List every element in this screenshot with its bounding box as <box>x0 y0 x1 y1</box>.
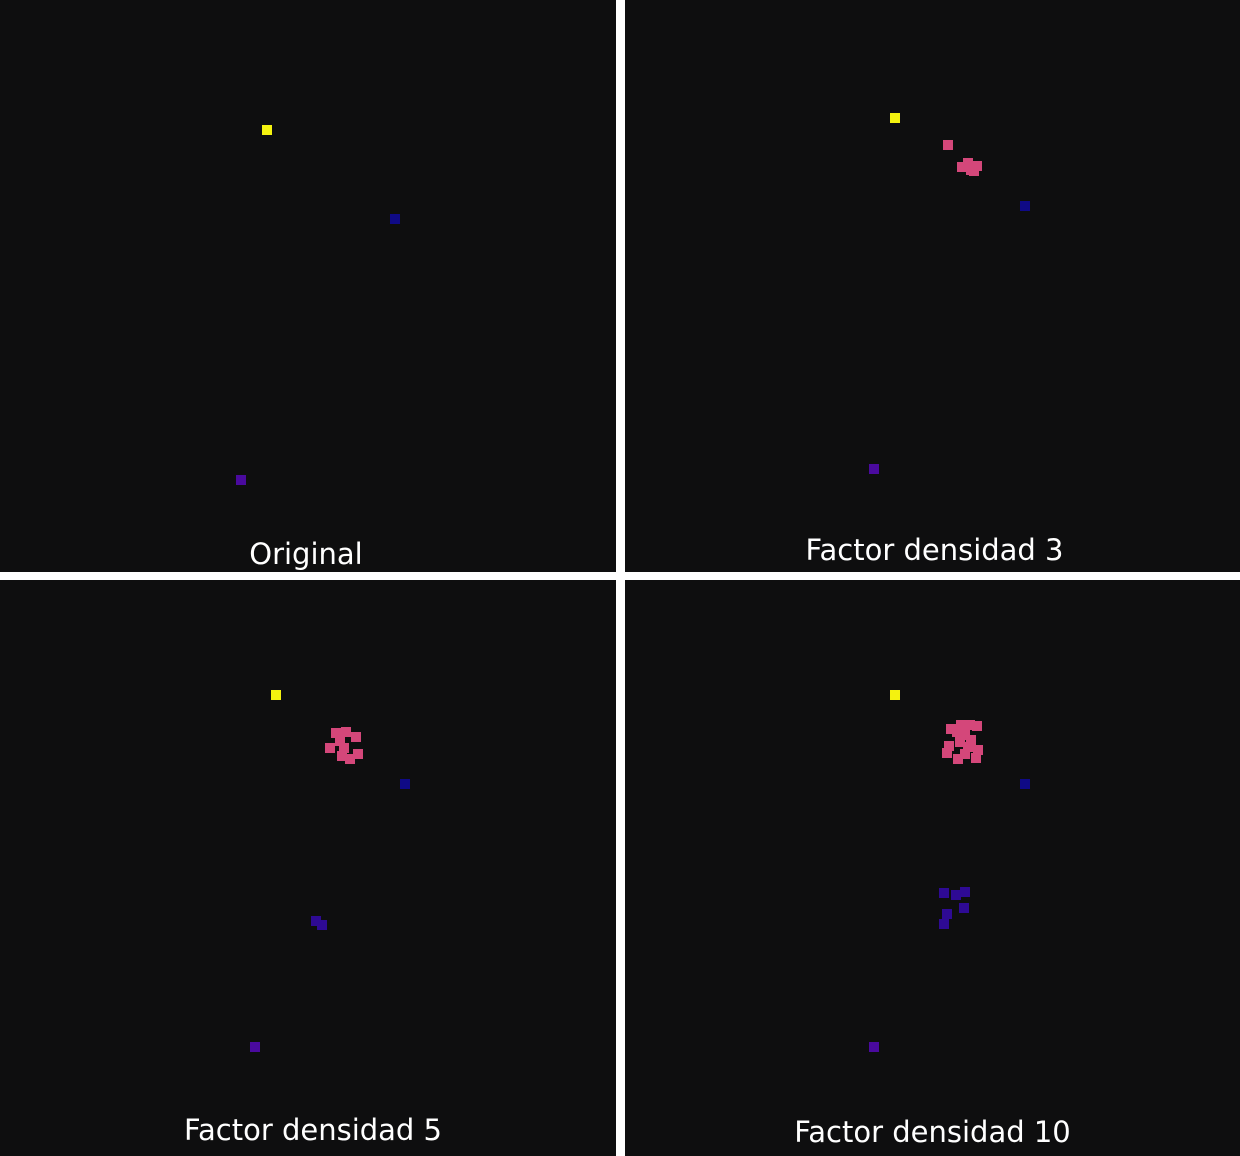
scatter-point <box>311 916 321 926</box>
scatter-point <box>966 735 976 745</box>
scatter-plot-area <box>250 690 410 1052</box>
scatter-panel-original: Original <box>0 0 616 572</box>
scatter-point <box>339 743 349 753</box>
scatter-point <box>1020 779 1030 789</box>
scatter-point <box>390 214 400 224</box>
scatter-point <box>971 753 981 763</box>
scatter-point <box>335 736 345 746</box>
scatter-panel-density-3: Factor densidad 3 <box>625 0 1240 572</box>
scatter-point <box>337 751 347 761</box>
scatter-point <box>953 754 963 764</box>
panel-caption: Factor densidad 10 <box>794 1115 1071 1149</box>
scatter-point <box>955 737 965 747</box>
scatter-point <box>942 909 952 919</box>
scatter-point <box>972 721 982 731</box>
scatter-point <box>944 741 954 751</box>
scatter-point <box>890 690 900 700</box>
scatter-point <box>946 724 956 734</box>
scatter-point <box>963 158 973 168</box>
scatter-point <box>250 1042 260 1052</box>
scatter-point <box>942 748 952 758</box>
scatter-point <box>869 1042 879 1052</box>
scatter-point <box>960 749 970 759</box>
panel-caption: Factor densidad 5 <box>183 1113 443 1147</box>
scatter-point <box>956 720 966 730</box>
scatter-point <box>331 728 341 738</box>
scatter-panel-density-5: Factor densidad 5 <box>0 580 616 1156</box>
scatter-panel-density-10: Factor densidad 10 <box>625 580 1240 1156</box>
scatter-point <box>341 727 351 737</box>
scatter-point <box>271 690 281 700</box>
scatter-point <box>351 732 361 742</box>
scatter-point <box>960 730 970 740</box>
scatter-point <box>957 162 967 172</box>
scatter-point <box>317 920 327 930</box>
scatter-point <box>951 890 961 900</box>
scatter-point <box>262 125 272 135</box>
panel-caption: Factor densidad 3 <box>805 533 1064 567</box>
scatter-point <box>960 887 970 897</box>
scatter-point <box>325 743 335 753</box>
scatter-point <box>963 742 973 752</box>
scatter-point <box>969 166 979 176</box>
scatter-point <box>890 113 900 123</box>
panel-caption: Original <box>249 537 363 571</box>
scatter-point <box>869 464 879 474</box>
scatter-point <box>952 727 962 737</box>
scatter-plot-area <box>236 125 400 485</box>
scatter-point <box>939 919 949 929</box>
scatter-point <box>1020 201 1030 211</box>
scatter-point <box>943 140 953 150</box>
scatter-point <box>345 754 355 764</box>
scatter-point <box>965 720 975 730</box>
scatter-plot-area <box>869 690 1030 1052</box>
scatter-point <box>400 779 410 789</box>
scatter-point <box>939 888 949 898</box>
scatter-point <box>973 745 983 755</box>
scatter-point <box>236 475 246 485</box>
scatter-point <box>959 903 969 913</box>
scatter-point <box>353 749 363 759</box>
scatter-plot-area <box>869 113 1030 474</box>
